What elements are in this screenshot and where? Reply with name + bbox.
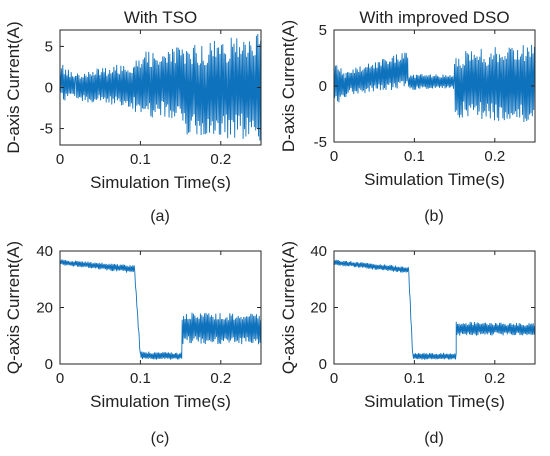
y-axis-label: D-axis Current(A) <box>4 21 23 153</box>
y-axis-label: Q-axis Current(A) <box>4 241 23 374</box>
caption-a: (a) <box>150 208 170 225</box>
axes-box <box>59 250 262 365</box>
chart-title: With TSO <box>124 8 197 27</box>
x-tick-label: 0 <box>56 151 64 168</box>
series-b-0 <box>334 45 535 122</box>
chart-panel-d: 0 0.1 0.2 0 20 40 Simulation Time(s) Q-axis Cur… <box>279 241 536 411</box>
y-tick-label: 0 <box>319 78 327 95</box>
x-axis-label: Simulation Time(s) <box>364 170 505 189</box>
x-tick-label: 0.1 <box>404 148 425 165</box>
y-tick-label: 20 <box>36 300 53 317</box>
x-tick-label: 0.1 <box>404 370 425 387</box>
y-axis-label: Q-axis Current(A) <box>279 241 298 374</box>
axes-box <box>333 250 536 365</box>
x-axis-label: Simulation Time(s) <box>364 392 505 411</box>
x-tick-label: 0.2 <box>210 370 231 387</box>
y-tick-label: 20 <box>310 300 327 317</box>
x-tick-label: 0 <box>56 370 64 387</box>
series-group <box>60 259 261 360</box>
x-tick-label: 0.2 <box>484 148 505 165</box>
y-tick-label: 0 <box>319 356 327 373</box>
caption-c: (c) <box>151 430 170 447</box>
series-d-0 <box>334 259 535 360</box>
y-tick-label: -5 <box>314 134 327 151</box>
y-tick-label: 5 <box>319 22 327 39</box>
y-tick-label: 5 <box>45 38 53 55</box>
x-tick-label: 0 <box>330 148 338 165</box>
x-axis-label: Simulation Time(s) <box>90 173 231 192</box>
y-tick-label: -5 <box>40 121 53 138</box>
series-group <box>60 33 261 141</box>
x-axis-label: Simulation Time(s) <box>90 392 231 411</box>
x-tick-label: 0.2 <box>484 370 505 387</box>
y-tick-label: 0 <box>45 356 53 373</box>
chart-panel-c: 0 0.1 0.2 0 20 40 Simulation Time(s) Q-axis Cur… <box>4 241 262 411</box>
y-tick-label: 0 <box>45 80 53 97</box>
series-a-0 <box>60 33 261 141</box>
series-c-0 <box>60 259 261 360</box>
caption-d: (d) <box>424 430 444 447</box>
series-group <box>334 259 535 360</box>
y-tick-label: 40 <box>310 243 327 260</box>
x-tick-label: 0.2 <box>210 151 231 168</box>
y-tick-label: 40 <box>36 243 53 260</box>
y-axis-label: D-axis Current(A) <box>279 20 298 152</box>
chart-title: With improved DSO <box>359 8 509 27</box>
x-tick-label: 0.1 <box>130 370 151 387</box>
x-tick-label: 0 <box>330 370 338 387</box>
series-group <box>334 45 535 122</box>
caption-b: (b) <box>424 208 444 225</box>
x-tick-label: 0.1 <box>130 151 151 168</box>
